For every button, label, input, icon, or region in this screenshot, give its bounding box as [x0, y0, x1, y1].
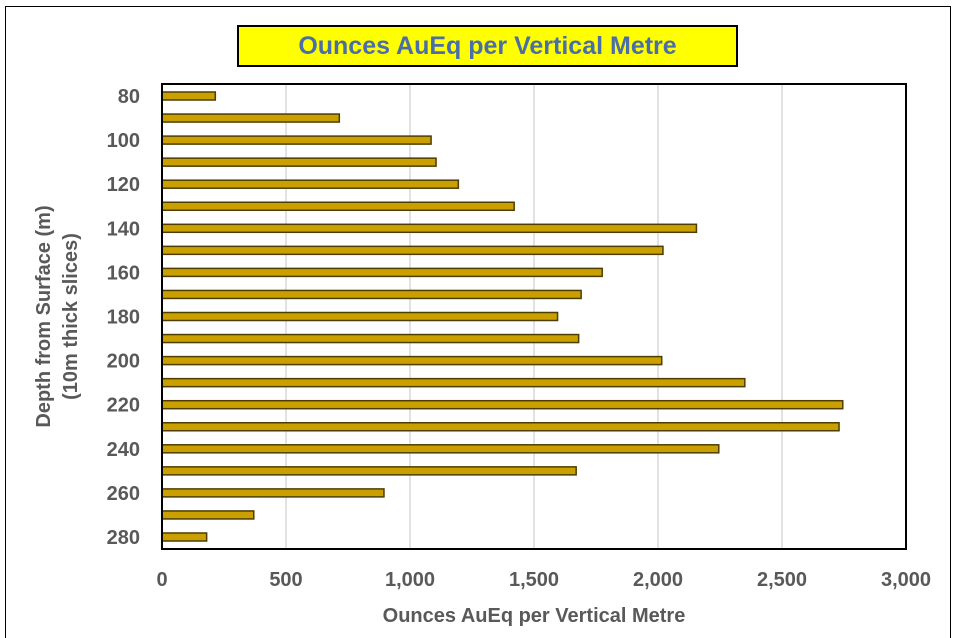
chart-frame [5, 6, 951, 638]
y-tick-label-260: 260 [107, 483, 140, 505]
y-tick-label-120: 120 [107, 174, 140, 196]
bar-depth-210 [161, 377, 746, 388]
x-axis-label: Ounces AuEq per Vertical Metre [383, 605, 686, 627]
bar-depth-90 [161, 113, 341, 123]
bar-depth-130 [161, 201, 515, 211]
bar-depth-80 [161, 91, 217, 101]
bar-depth-100 [161, 135, 432, 145]
bar-depth-200 [161, 355, 663, 366]
y-tick-label-240: 240 [107, 439, 140, 461]
y-tick-label-160: 160 [107, 262, 140, 284]
x-tick-label-1000: 1,000 [385, 569, 435, 591]
chart-title-box: Ounces AuEq per Vertical Metre [237, 25, 738, 67]
y-tick-labels: 80 100 120 140 160 180 200 220 240 260 280 [107, 86, 140, 549]
y-tick-label-200: 200 [107, 351, 140, 373]
bar-depth-220 [161, 399, 844, 410]
chart-title: Ounces AuEq per Vertical Metre [298, 31, 677, 60]
bar-depth-120 [161, 179, 460, 189]
x-tick-labels: 0 500 1,000 1,500 2,000 2,500 3,000 [156, 569, 931, 591]
bar-depth-280 [161, 532, 208, 542]
x-tick-label-2500: 2,500 [757, 569, 807, 591]
y-tick-label-280: 280 [107, 527, 140, 549]
bar-depth-150 [161, 245, 664, 256]
bar-depth-110 [161, 157, 437, 167]
y-axis-label-line-2: (10m thick slices) [60, 233, 82, 400]
x-tick-label-2000: 2,000 [633, 569, 683, 591]
bar-depth-180 [161, 311, 559, 322]
y-tick-label-180: 180 [107, 307, 140, 329]
bar-depth-250 [161, 466, 577, 476]
bar-depth-170 [161, 289, 582, 300]
y-tick-label-220: 220 [107, 395, 140, 417]
bar-depth-270 [161, 510, 255, 520]
bar-depth-240 [161, 444, 720, 454]
x-tick-label-0: 0 [156, 569, 167, 591]
bar-series [161, 91, 844, 542]
bar-depth-190 [161, 333, 580, 344]
bar-depth-260 [161, 488, 385, 498]
y-tick-label-100: 100 [107, 130, 140, 152]
bar-depth-140 [161, 223, 698, 234]
bar-depth-230 [161, 422, 840, 432]
y-tick-label-140: 140 [107, 218, 140, 240]
x-tick-label-3000: 3,000 [881, 569, 931, 591]
y-tick-label-80: 80 [118, 86, 140, 108]
plot-area-border [161, 83, 907, 550]
x-tick-label-500: 500 [269, 569, 302, 591]
bar-depth-160 [161, 267, 603, 278]
x-tick-label-1500: 1,500 [509, 569, 559, 591]
y-axis-label-line-1: Depth from Surface (m) [33, 205, 55, 427]
